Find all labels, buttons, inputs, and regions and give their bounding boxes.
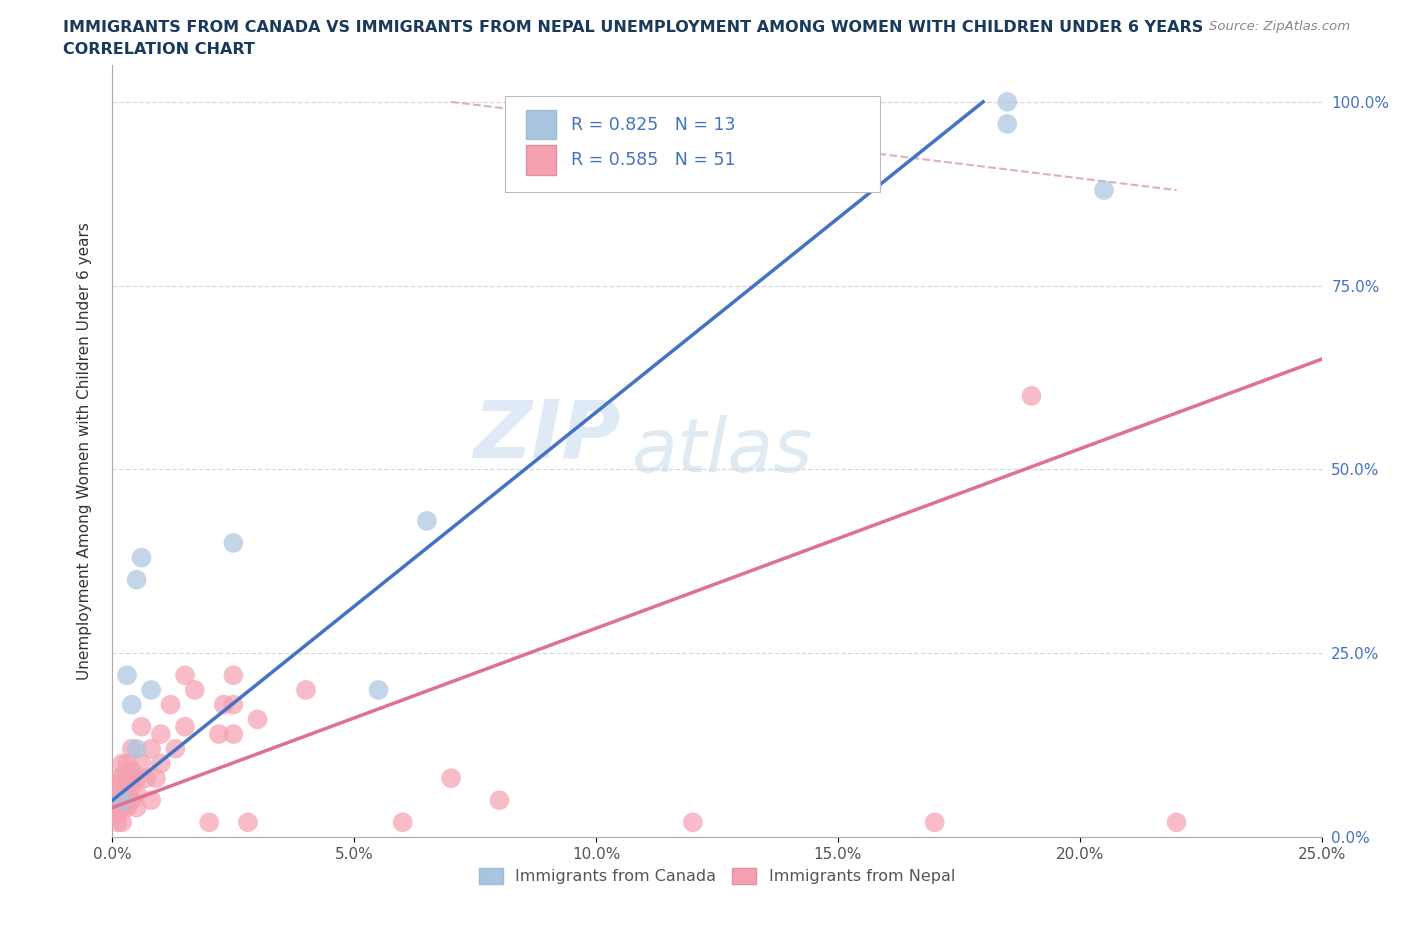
Point bbox=[105, 771, 128, 786]
Point bbox=[115, 756, 138, 771]
Point bbox=[222, 726, 245, 741]
Point bbox=[105, 800, 128, 815]
Point bbox=[135, 771, 157, 786]
Point bbox=[115, 771, 138, 786]
Point bbox=[682, 815, 704, 830]
Point bbox=[145, 771, 167, 786]
Point bbox=[121, 792, 143, 807]
Point bbox=[198, 815, 221, 830]
Point bbox=[995, 116, 1018, 131]
Point bbox=[105, 815, 128, 830]
Y-axis label: Unemployment Among Women with Children Under 6 years: Unemployment Among Women with Children U… bbox=[77, 222, 91, 680]
Point bbox=[111, 815, 134, 830]
Text: R = 0.585   N = 51: R = 0.585 N = 51 bbox=[571, 151, 735, 169]
Point bbox=[222, 536, 245, 551]
Point bbox=[149, 756, 172, 771]
Point bbox=[121, 698, 143, 712]
Point bbox=[105, 807, 128, 822]
Point bbox=[174, 668, 197, 683]
Point bbox=[105, 792, 128, 807]
Point bbox=[440, 771, 463, 786]
Point bbox=[174, 719, 197, 734]
Point bbox=[111, 792, 134, 807]
Point bbox=[115, 786, 138, 801]
Legend: Immigrants from Canada, Immigrants from Nepal: Immigrants from Canada, Immigrants from … bbox=[472, 861, 962, 891]
Point bbox=[236, 815, 259, 830]
Point bbox=[131, 719, 153, 734]
Point bbox=[165, 741, 187, 756]
Point bbox=[121, 778, 143, 793]
Point bbox=[131, 551, 153, 565]
Point bbox=[111, 800, 134, 815]
Point bbox=[222, 698, 245, 712]
FancyBboxPatch shape bbox=[506, 96, 880, 193]
Point bbox=[111, 771, 134, 786]
Point bbox=[141, 741, 163, 756]
Point bbox=[125, 800, 148, 815]
Point bbox=[141, 792, 163, 807]
Text: CORRELATION CHART: CORRELATION CHART bbox=[63, 42, 254, 57]
Point bbox=[212, 698, 235, 712]
Text: R = 0.825   N = 13: R = 0.825 N = 13 bbox=[571, 115, 735, 134]
Point bbox=[995, 95, 1018, 110]
Point bbox=[295, 683, 318, 698]
Point bbox=[391, 815, 413, 830]
Bar bbox=[526, 110, 557, 140]
Point bbox=[1092, 182, 1115, 197]
Point bbox=[121, 741, 143, 756]
Point bbox=[183, 683, 205, 698]
Point bbox=[488, 792, 510, 807]
Point bbox=[125, 741, 148, 756]
Point bbox=[222, 668, 245, 683]
Point bbox=[208, 726, 231, 741]
Point bbox=[141, 683, 163, 698]
Point bbox=[131, 756, 153, 771]
Point bbox=[416, 513, 439, 528]
Text: ZIP: ZIP bbox=[472, 396, 620, 474]
Point bbox=[159, 698, 181, 712]
Point bbox=[111, 786, 134, 801]
Point bbox=[924, 815, 946, 830]
Point bbox=[1166, 815, 1188, 830]
Point bbox=[125, 786, 148, 801]
Point bbox=[121, 764, 143, 778]
Text: IMMIGRANTS FROM CANADA VS IMMIGRANTS FROM NEPAL UNEMPLOYMENT AMONG WOMEN WITH CH: IMMIGRANTS FROM CANADA VS IMMIGRANTS FRO… bbox=[63, 20, 1204, 35]
Point bbox=[367, 683, 389, 698]
Text: atlas: atlas bbox=[633, 415, 814, 487]
Point bbox=[115, 800, 138, 815]
Point bbox=[1021, 389, 1043, 404]
Bar bbox=[526, 145, 557, 175]
Point bbox=[125, 572, 148, 587]
Point bbox=[105, 778, 128, 793]
Point bbox=[125, 771, 148, 786]
Point bbox=[246, 712, 269, 727]
Text: Source: ZipAtlas.com: Source: ZipAtlas.com bbox=[1209, 20, 1350, 33]
Point bbox=[115, 668, 138, 683]
Point bbox=[111, 756, 134, 771]
Point bbox=[149, 726, 172, 741]
